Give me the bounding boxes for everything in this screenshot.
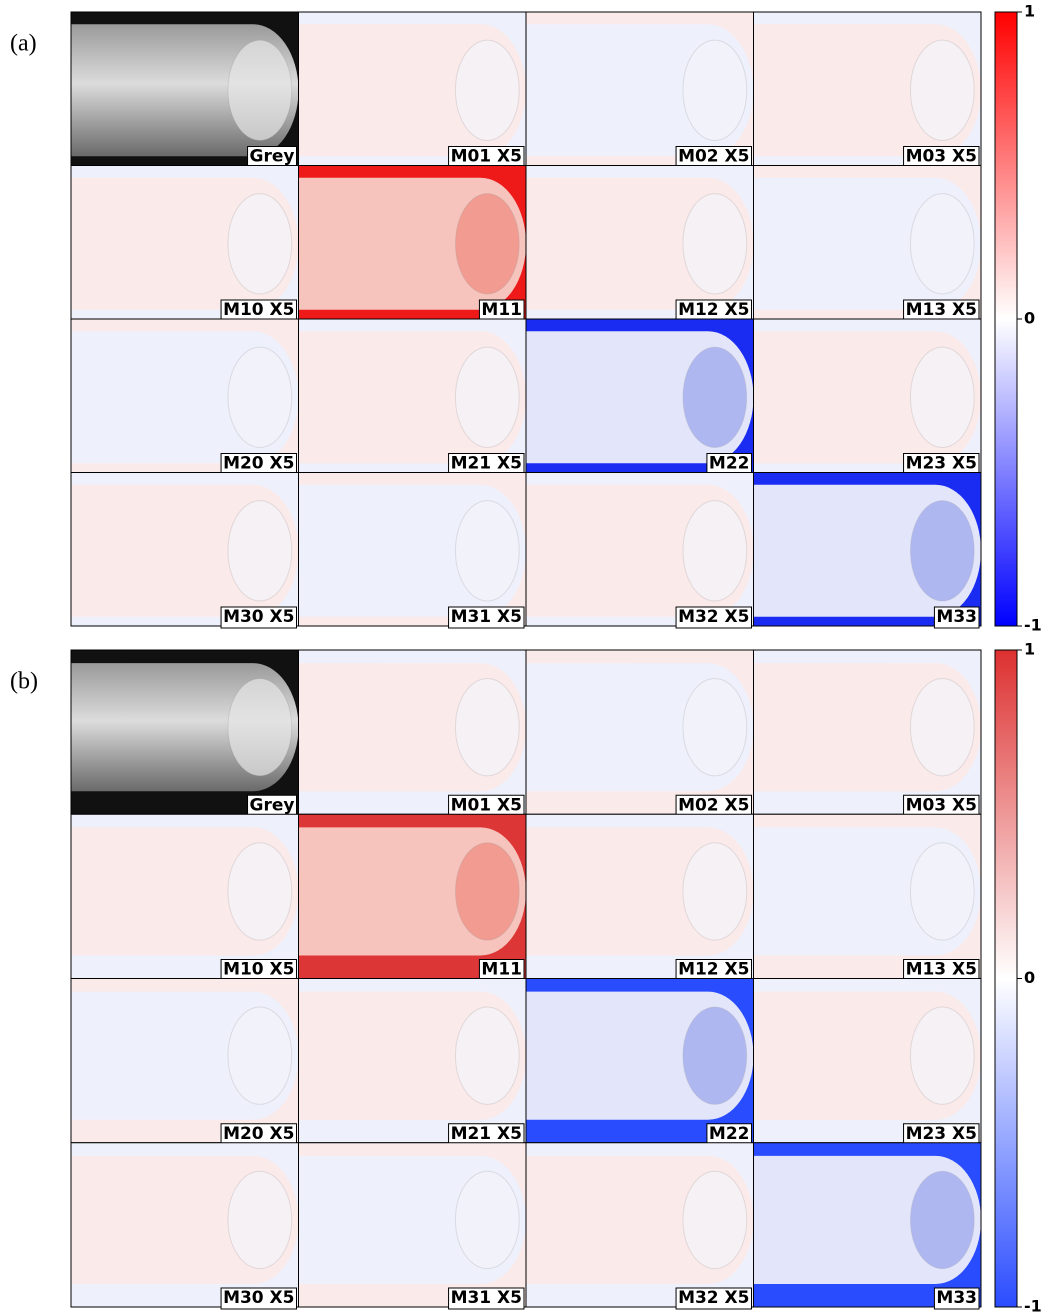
nail [455, 843, 519, 940]
tile-label: M33 [936, 1288, 977, 1308]
tile-label: M23 X5 [906, 1124, 977, 1144]
tile-label: M22 [709, 1124, 750, 1144]
tile-label: M30 X5 [223, 1288, 294, 1308]
tile-label: Grey [250, 795, 295, 815]
tile-label: M31 X5 [451, 1288, 522, 1308]
nail [228, 1171, 292, 1268]
tile-label: M32 X5 [678, 1288, 749, 1308]
colorbar-tick-label: 1 [1024, 2, 1035, 21]
tile-label: M13 X5 [906, 960, 977, 980]
nail [455, 347, 519, 447]
tile-label: M22 [709, 454, 750, 474]
tile-label: M03 X5 [906, 795, 977, 815]
nail [683, 843, 747, 940]
nail [228, 40, 292, 140]
tile-label: M21 X5 [451, 454, 522, 474]
nail [683, 347, 747, 447]
nail [683, 501, 747, 601]
colorbar [995, 650, 1017, 1307]
tile-label: M30 X5 [223, 607, 294, 627]
tile-label: M12 X5 [678, 300, 749, 320]
tile-label: M20 X5 [223, 454, 294, 474]
tile-label: M20 X5 [223, 1124, 294, 1144]
nail [228, 679, 292, 776]
colorbar-tick-label: 1 [1024, 640, 1035, 659]
nail [455, 679, 519, 776]
nail [683, 1007, 747, 1104]
nail [910, 1007, 974, 1104]
nail [910, 843, 974, 940]
tile-label: M23 X5 [906, 454, 977, 474]
tile-label: M01 X5 [451, 795, 522, 815]
tile-label: M31 X5 [451, 607, 522, 627]
tile-label: M11 [481, 960, 522, 980]
tile-label: M10 X5 [223, 960, 294, 980]
nail [910, 501, 974, 601]
panel-label: (a) [10, 31, 37, 57]
nail [910, 40, 974, 140]
nail [228, 501, 292, 601]
colorbar-tick-label: -1 [1024, 1297, 1042, 1313]
colorbar-tick-label: 0 [1024, 309, 1035, 328]
tile-label: Grey [250, 147, 295, 167]
nail [228, 1007, 292, 1104]
nail [683, 1171, 747, 1268]
nail [455, 501, 519, 601]
nail [683, 679, 747, 776]
tile-label: M10 X5 [223, 300, 294, 320]
nail [228, 843, 292, 940]
colorbar-tick-label: -1 [1024, 616, 1042, 635]
tile-label: M13 X5 [906, 300, 977, 320]
tile-label: M21 X5 [451, 1124, 522, 1144]
nail [910, 1171, 974, 1268]
tile-label: M01 X5 [451, 147, 522, 167]
panel-label: (b) [10, 669, 38, 695]
nail [455, 1171, 519, 1268]
nail [228, 347, 292, 447]
nail [910, 347, 974, 447]
colorbar [995, 12, 1017, 626]
tile-label: M32 X5 [678, 607, 749, 627]
nail [683, 194, 747, 294]
nail [455, 194, 519, 294]
nail [455, 1007, 519, 1104]
tile-label: M33 [936, 607, 977, 627]
nail [455, 40, 519, 140]
tile-label: M02 X5 [678, 147, 749, 167]
nail [228, 194, 292, 294]
nail [683, 40, 747, 140]
colorbar-tick-label: 0 [1024, 968, 1035, 987]
tile-label: M03 X5 [906, 147, 977, 167]
tile-label: M11 [481, 300, 522, 320]
figure: (a) Grey M01 X5 M02 X5 M03 X5 M10 X5 M11 M12 X5… [0, 0, 1051, 1313]
tile-label: M12 X5 [678, 960, 749, 980]
nail [910, 194, 974, 294]
nail [910, 679, 974, 776]
tile-label: M02 X5 [678, 795, 749, 815]
